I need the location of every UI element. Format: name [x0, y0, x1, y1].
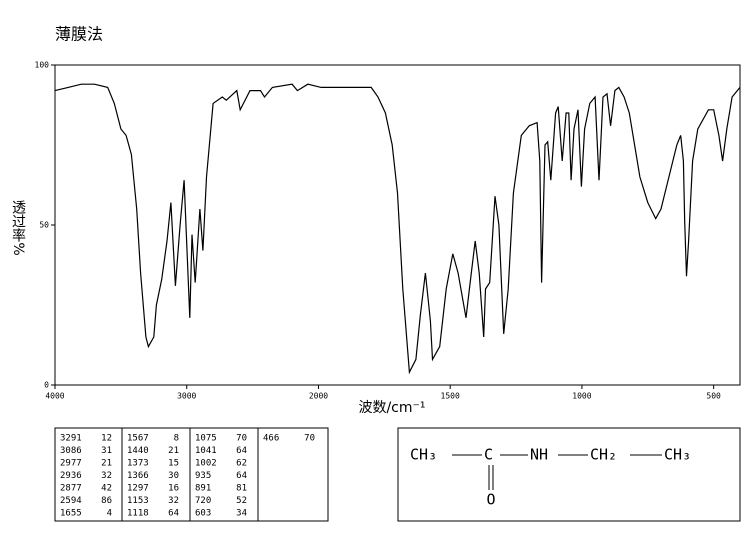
peak-wavenumber: 1440 [127, 446, 149, 456]
peak-wavenumber: 1297 [127, 484, 149, 494]
peak-wavenumber: 720 [195, 496, 211, 506]
structure-oxygen: O [486, 491, 495, 509]
peak-wavenumber: 1002 [195, 459, 217, 469]
peak-wavenumber: 603 [195, 509, 211, 519]
x-tick-label: 4000 [45, 392, 64, 401]
peak-wavenumber: 2877 [60, 484, 82, 494]
peak-transmittance: 32 [168, 496, 179, 506]
peak-transmittance: 21 [101, 459, 112, 469]
plot-frame [54, 64, 741, 386]
y-tick-label: 50 [39, 221, 49, 230]
peak-transmittance: 86 [101, 496, 112, 506]
chart-title: 薄膜法 [55, 25, 103, 44]
structure-frame [397, 427, 741, 522]
peak-wavenumber: 3291 [60, 434, 82, 444]
peak-transmittance: 4 [107, 509, 112, 519]
peak-wavenumber: 1153 [127, 496, 149, 506]
peak-table-frame [54, 427, 329, 522]
peak-transmittance: 81 [236, 484, 247, 494]
peak-wavenumber: 2936 [60, 471, 82, 481]
peak-wavenumber: 1366 [127, 471, 149, 481]
x-tick-label: 2000 [309, 392, 328, 401]
peak-wavenumber: 466 [263, 434, 279, 444]
peak-transmittance: 12 [101, 434, 112, 444]
peak-wavenumber: 3086 [60, 446, 82, 456]
y-tick-label: 100 [35, 61, 50, 70]
peak-wavenumber: 1118 [127, 509, 149, 519]
structure-group: CH₃ [664, 446, 691, 464]
peak-wavenumber: 1655 [60, 509, 82, 519]
x-tick-label: 500 [706, 392, 721, 401]
peak-transmittance: 64 [168, 509, 179, 519]
peak-transmittance: 70 [236, 434, 247, 444]
structure-group: CH₂ [590, 446, 617, 464]
peak-wavenumber: 1567 [127, 434, 149, 444]
structure-group: NH [530, 446, 548, 464]
y-tick-label: 0 [44, 381, 49, 390]
peak-transmittance: 42 [101, 484, 112, 494]
peak-transmittance: 70 [304, 434, 315, 444]
peak-wavenumber: 2594 [60, 496, 82, 506]
structure-group: CH₃ [410, 446, 437, 464]
peak-wavenumber: 1075 [195, 434, 217, 444]
peak-wavenumber: 935 [195, 471, 211, 481]
x-tick-label: 1500 [441, 392, 460, 401]
x-axis-label: 波数/cm⁻¹ [358, 400, 425, 416]
peak-transmittance: 52 [236, 496, 247, 506]
structure-group: C [484, 446, 493, 464]
peak-transmittance: 31 [101, 446, 112, 456]
peak-transmittance: 21 [168, 446, 179, 456]
peak-wavenumber: 891 [195, 484, 211, 494]
spectrum-line [54, 83, 741, 375]
x-tick-label: 3000 [177, 392, 196, 401]
peak-transmittance: 15 [168, 459, 179, 469]
y-axis-label: 透过率% [10, 200, 26, 255]
peak-transmittance: 62 [236, 459, 247, 469]
peak-transmittance: 32 [101, 471, 112, 481]
peak-transmittance: 8 [174, 434, 179, 444]
x-tick-label: 1000 [572, 392, 591, 401]
peak-wavenumber: 1041 [195, 446, 217, 456]
peak-wavenumber: 2977 [60, 459, 82, 469]
peak-transmittance: 34 [236, 509, 247, 519]
peak-wavenumber: 1373 [127, 459, 149, 469]
peak-transmittance: 64 [236, 471, 247, 481]
peak-transmittance: 30 [168, 471, 179, 481]
peak-transmittance: 64 [236, 446, 247, 456]
peak-transmittance: 16 [168, 484, 179, 494]
